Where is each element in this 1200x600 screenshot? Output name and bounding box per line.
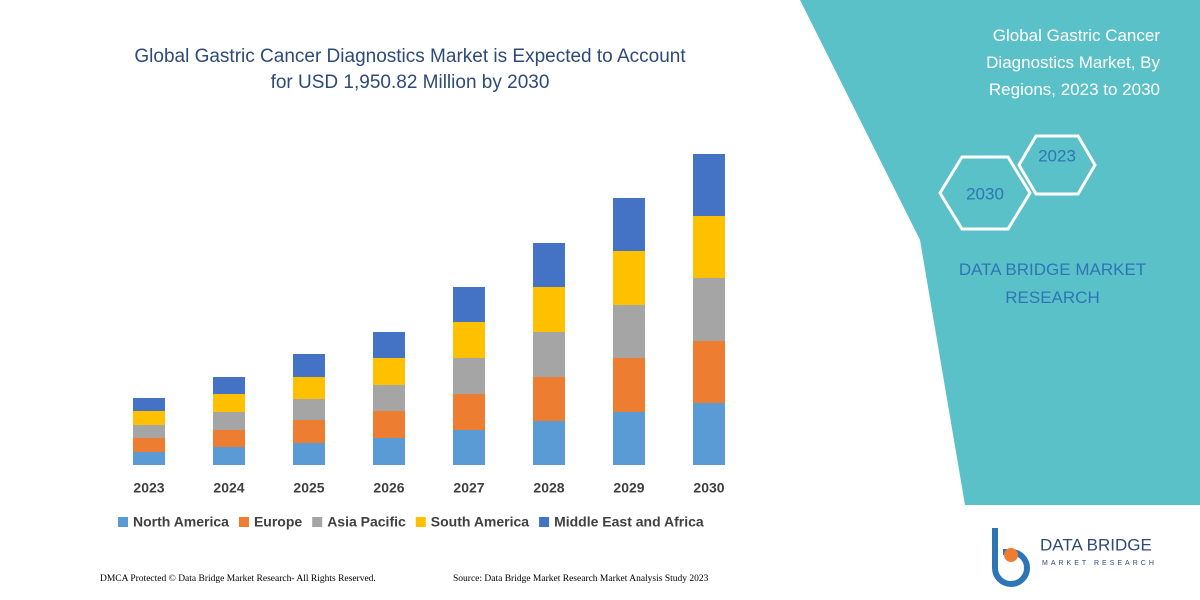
hexagon: [938, 155, 1032, 231]
bar-segment: [133, 425, 165, 438]
legend-label: Europe: [254, 514, 302, 530]
x-tick-label: 2025: [293, 480, 324, 496]
legend-label: South America: [431, 514, 529, 530]
bar-segment: [293, 354, 325, 377]
bar-segment: [533, 287, 565, 332]
bar-segment: [293, 420, 325, 443]
bar-segment: [133, 438, 165, 452]
x-tick-label: 2028: [533, 480, 564, 496]
bar-segment: [373, 358, 405, 385]
legend-label: Middle East and Africa: [554, 514, 704, 530]
bar-segment: [213, 430, 245, 447]
x-tick-label: 2029: [613, 480, 644, 496]
footer-text: Source: Data Bridge Market Research Mark…: [453, 574, 709, 584]
bar-segment: [373, 438, 405, 465]
bar-segment: [293, 377, 325, 399]
x-tick-label: 2026: [373, 480, 404, 496]
bar-segment: [293, 443, 325, 465]
legend-swatch: [238, 517, 249, 527]
legend-swatch: [312, 517, 323, 527]
bar-segment: [693, 341, 725, 403]
logo-icon: [992, 528, 1030, 587]
legend-label: Asia Pacific: [327, 514, 406, 530]
bar-segment: [613, 251, 645, 305]
bar-segment: [213, 447, 245, 465]
bar-segment: [533, 377, 565, 421]
bar-segment: [293, 399, 325, 420]
bar-segment: [213, 412, 245, 430]
bar-segment: [133, 411, 165, 425]
x-tick-label: 2024: [213, 480, 244, 496]
bar-segment: [533, 421, 565, 465]
hexagon-label: 2030: [966, 184, 1004, 203]
bar-segment: [373, 385, 405, 411]
bar-segment: [213, 394, 245, 412]
teal-panel: [800, 0, 1200, 505]
bar-segment: [613, 305, 645, 358]
bar-segment: [133, 452, 165, 465]
bar-segment: [373, 332, 405, 358]
logo-icon: [1004, 548, 1018, 562]
bar-segment: [613, 198, 645, 251]
bar-segment: [533, 332, 565, 377]
bar-segment: [453, 430, 485, 465]
x-tick-label: 2030: [693, 480, 724, 496]
bar-segment: [693, 403, 725, 465]
bar-segment: [613, 412, 645, 465]
bar-segment: [373, 411, 405, 438]
logo-name: DATA BRIDGE: [1040, 535, 1152, 554]
bar-segment: [453, 287, 485, 322]
legend-label: North America: [133, 514, 229, 530]
brand: DATA BRIDGE MARKET RESEARCH: [958, 260, 1147, 307]
bar-segment: [213, 377, 245, 394]
legend-swatch: [539, 517, 550, 527]
legend-swatch: [415, 517, 426, 527]
bar-segment: [453, 394, 485, 430]
hexagon-label: 2023: [1038, 146, 1076, 165]
bar-segment: [453, 358, 485, 394]
x-tick-label: 2023: [133, 480, 164, 496]
bar-segment: [693, 154, 725, 216]
bar-segment: [533, 243, 565, 287]
bar-segment: [133, 398, 165, 411]
panel-title: Global Gastric Cancer Diagnostics Market…: [986, 26, 1160, 99]
x-tick-label: 2027: [453, 480, 484, 496]
chart-title: Global Gastric Cancer Diagnostics Market…: [134, 46, 686, 93]
hexagon: [1017, 134, 1097, 196]
bar-segment: [613, 358, 645, 412]
bar-segment: [693, 216, 725, 278]
footer-text: DMCA Protected © Data Bridge Market Rese…: [100, 573, 376, 584]
logo-tagline: MARKET RESEARCH: [1042, 560, 1157, 567]
bar-segment: [693, 278, 725, 341]
legend-swatch: [118, 517, 128, 527]
bar-segment: [453, 322, 485, 358]
